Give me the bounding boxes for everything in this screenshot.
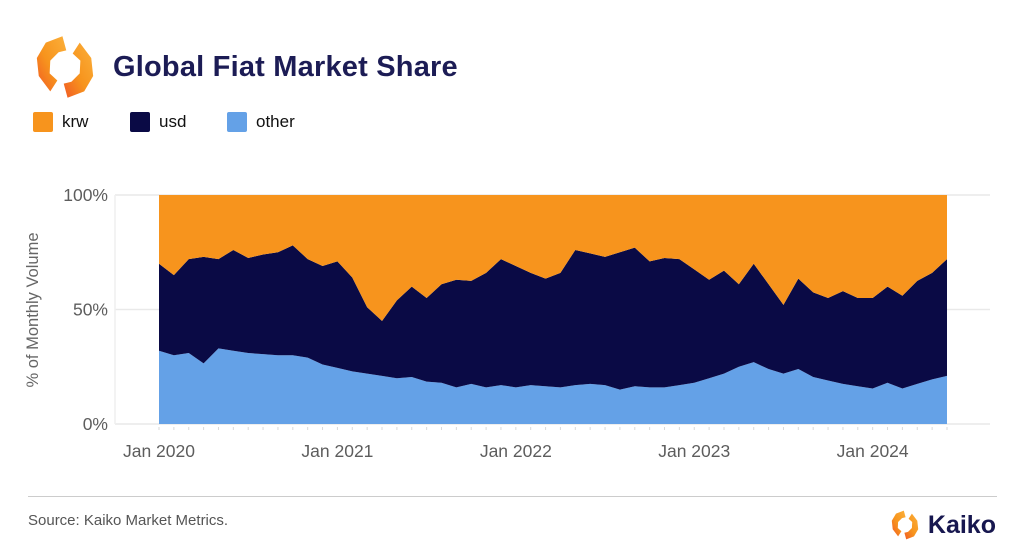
- x-tick-label: Jan 2023: [658, 441, 730, 461]
- kaiko-brand-name: Kaiko: [927, 510, 996, 539]
- y-axis-title: % of Monthly Volume: [24, 233, 42, 388]
- legend-label-usd: usd: [159, 112, 187, 131]
- y-tick-label: 100%: [63, 185, 108, 205]
- legend-item-usd: usd: [130, 112, 227, 132]
- x-tick-label: Jan 2022: [480, 441, 552, 461]
- area-other: [159, 348, 947, 424]
- legend-item-other: other: [227, 112, 324, 132]
- area-krw: [159, 195, 947, 321]
- x-tick-label: Jan 2021: [301, 441, 373, 461]
- area-series: [159, 195, 947, 424]
- legend-item-krw: krw: [33, 112, 130, 132]
- axis-labels: 0% 50% 100% Jan 2020 Jan 2021 Jan 2022 Jan 202…: [63, 185, 909, 461]
- area-usd: [159, 245, 947, 390]
- y-tick-label: 0%: [83, 414, 108, 434]
- legend: krw usd other: [33, 112, 324, 132]
- source-text: Source: Kaiko Market Metrics.: [28, 512, 229, 529]
- legend-label-other: other: [256, 112, 295, 131]
- legend-swatch-krw: [33, 112, 53, 132]
- brand-footer: Kaiko: [890, 510, 996, 540]
- stacked-area-chart: % of Monthly Volume 0% 50% 100% Jan 2020 Jan…: [24, 185, 990, 461]
- kaiko-brand-logo-icon: [891, 510, 919, 540]
- header: Global Fiat Market Share: [33, 34, 458, 100]
- footer-divider: [28, 496, 997, 497]
- x-tick-label: Jan 2020: [123, 441, 195, 461]
- x-tick-label: Jan 2024: [837, 441, 909, 461]
- page-title: Global Fiat Market Share: [113, 50, 458, 83]
- legend-swatch-usd: [130, 112, 150, 132]
- legend-label-krw: krw: [62, 112, 89, 131]
- kaiko-logo-icon: [36, 36, 94, 98]
- legend-swatch-other: [227, 112, 247, 132]
- y-tick-label: 50%: [73, 300, 108, 320]
- month-ticks: [158, 427, 948, 430]
